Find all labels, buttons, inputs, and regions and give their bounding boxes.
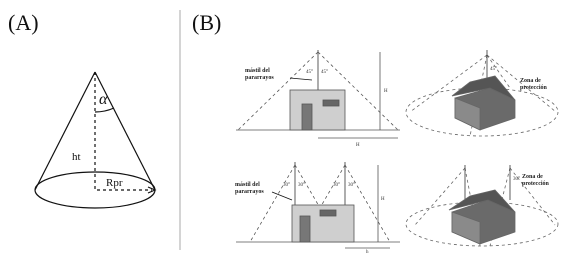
angle-label: α xyxy=(99,91,108,108)
elevation-45 xyxy=(236,50,400,138)
elevation-30 xyxy=(236,162,400,248)
radius-label: Rpr xyxy=(106,177,123,189)
mast-label: mástil del xyxy=(235,182,260,188)
angle-label: 45° xyxy=(490,67,497,72)
mast-label: pararrayos xyxy=(235,189,264,195)
angle-label: 45° xyxy=(306,70,313,75)
angle-label: 45° xyxy=(321,70,328,75)
panel-label: (A) xyxy=(8,10,39,35)
cone xyxy=(35,72,155,208)
dimension-label: H xyxy=(384,89,388,94)
mast-label: mástil del xyxy=(245,68,270,74)
perspective-45 xyxy=(406,50,558,136)
mast-label: pararrayos xyxy=(245,75,274,81)
angle-label: 30° xyxy=(513,177,520,182)
panel-label: (B) xyxy=(192,10,221,35)
zone-label: protección xyxy=(522,181,550,187)
zone-label: Zona de xyxy=(522,174,543,180)
angle-label: 30° xyxy=(298,183,305,188)
zone-label: protección xyxy=(520,85,548,91)
dimension-label: H xyxy=(356,143,360,148)
angle-label: 30° xyxy=(348,183,355,188)
zone-label: Zona de xyxy=(520,78,541,84)
dimension-label: H xyxy=(381,197,385,202)
figure: (A) α ht Rpr (B) mástil del pararrayos 4… xyxy=(0,0,572,254)
angle-label: 30° xyxy=(283,183,290,188)
height-label: ht xyxy=(72,151,81,163)
angle-label: 30° xyxy=(333,183,340,188)
dimension-label: h xyxy=(366,250,369,254)
